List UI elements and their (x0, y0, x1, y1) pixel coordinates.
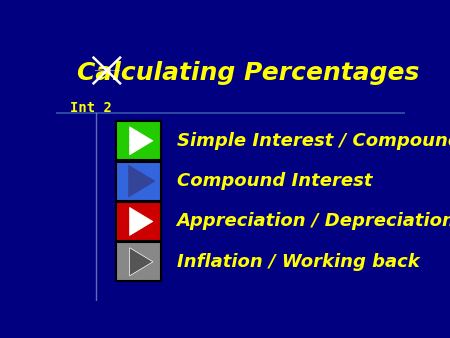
FancyBboxPatch shape (116, 202, 161, 241)
Polygon shape (130, 167, 153, 195)
FancyBboxPatch shape (116, 162, 161, 201)
FancyBboxPatch shape (116, 242, 161, 281)
Text: Calculating Percentages: Calculating Percentages (77, 61, 419, 85)
Text: Compound Interest: Compound Interest (176, 172, 372, 190)
Polygon shape (130, 127, 153, 155)
Polygon shape (130, 208, 153, 236)
FancyBboxPatch shape (116, 121, 161, 160)
Text: Inflation / Working back: Inflation / Working back (176, 253, 419, 271)
Text: Int 2: Int 2 (70, 101, 112, 115)
Text: Appreciation / Depreciation: Appreciation / Depreciation (176, 213, 450, 231)
Text: Simple Interest / Compound: Simple Interest / Compound (176, 132, 450, 150)
Polygon shape (130, 248, 153, 276)
